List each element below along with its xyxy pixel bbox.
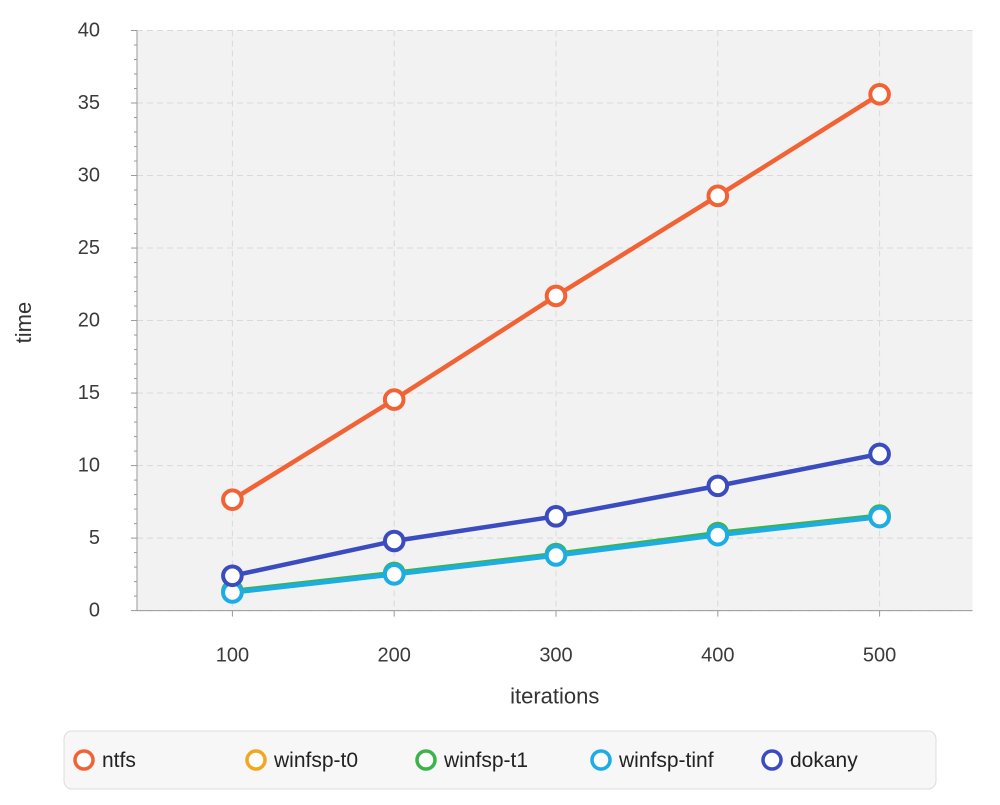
- svg-text:winfsp-t1: winfsp-t1: [443, 749, 528, 772]
- svg-text:ntfs: ntfs: [102, 749, 136, 772]
- svg-text:20: 20: [78, 310, 100, 332]
- svg-text:400: 400: [701, 645, 734, 667]
- svg-text:30: 30: [78, 165, 100, 187]
- svg-text:iterations: iterations: [510, 684, 599, 709]
- svg-text:10: 10: [78, 455, 100, 477]
- svg-text:5: 5: [89, 527, 100, 549]
- svg-text:0: 0: [89, 600, 100, 622]
- svg-text:300: 300: [539, 645, 572, 667]
- svg-text:25: 25: [78, 237, 100, 259]
- svg-text:500: 500: [863, 645, 896, 667]
- svg-text:winfsp-t0: winfsp-t0: [273, 749, 358, 772]
- svg-text:200: 200: [378, 645, 411, 667]
- svg-text:35: 35: [78, 92, 100, 114]
- svg-text:winfsp-tinf: winfsp-tinf: [618, 749, 714, 772]
- svg-text:15: 15: [78, 382, 100, 404]
- svg-text:time: time: [11, 302, 36, 344]
- svg-text:dokany: dokany: [790, 749, 858, 772]
- svg-text:100: 100: [216, 645, 249, 667]
- svg-text:40: 40: [78, 20, 100, 42]
